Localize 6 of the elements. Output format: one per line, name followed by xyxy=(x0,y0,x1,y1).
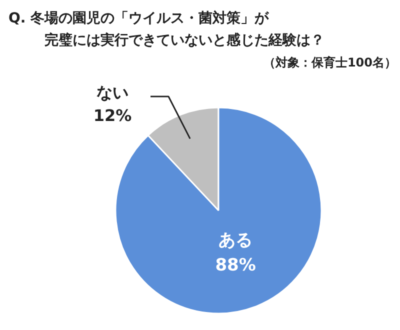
slice-label: ある xyxy=(218,230,253,251)
data-label: 88% xyxy=(215,256,256,276)
data-label: 12% xyxy=(93,106,132,125)
chart-subtitle: （対象：保育士100名） xyxy=(263,56,397,70)
chart-title: Q. 冬場の園児の「ウイルス・菌対策」が完璧には実行できていないと感じた経験は？ xyxy=(8,10,324,48)
slice-label: ない xyxy=(96,83,128,102)
